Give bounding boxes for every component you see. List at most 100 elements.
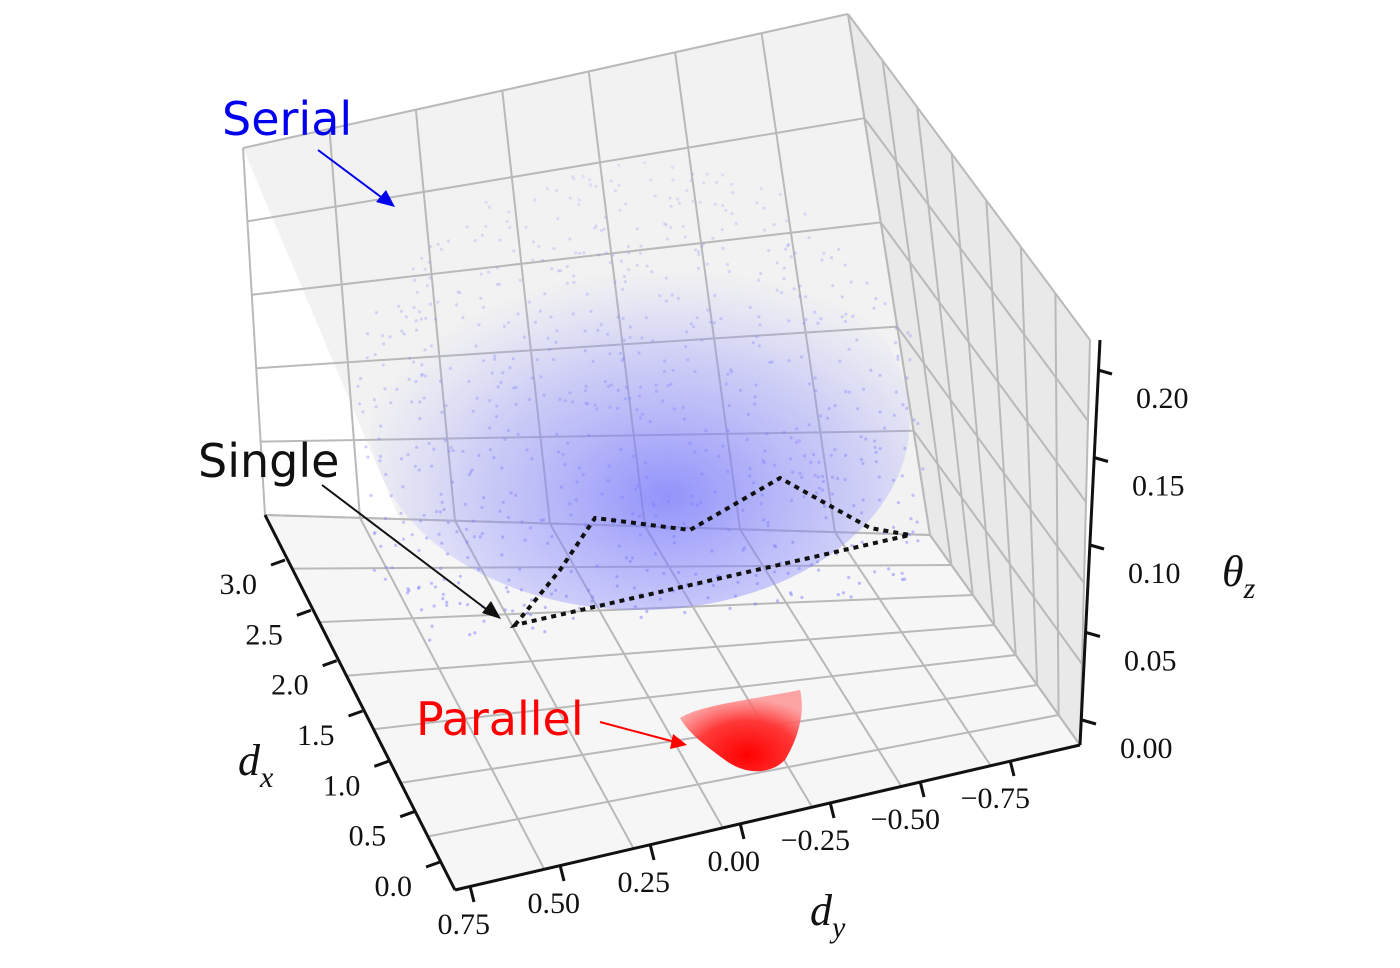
serial-point bbox=[861, 461, 865, 466]
serial-point bbox=[439, 247, 443, 251]
serial-point bbox=[686, 358, 690, 362]
serial-point bbox=[439, 492, 443, 496]
serial-point bbox=[877, 475, 881, 479]
serial-point bbox=[788, 591, 793, 595]
serial-point bbox=[816, 321, 820, 325]
serial-point bbox=[495, 266, 499, 270]
serial-point bbox=[394, 543, 398, 548]
serial-point bbox=[447, 449, 451, 453]
serial-point bbox=[798, 471, 802, 475]
serial-point bbox=[554, 588, 558, 593]
serial-point bbox=[793, 251, 798, 255]
serial-point bbox=[577, 251, 582, 255]
serial-point bbox=[412, 360, 416, 364]
x-tick-label: 0.5 bbox=[349, 820, 387, 853]
serial-point bbox=[761, 458, 765, 463]
x-tick bbox=[322, 659, 338, 668]
serial-point bbox=[791, 540, 795, 544]
serial-point bbox=[908, 334, 912, 338]
serial-point bbox=[617, 544, 621, 548]
serial-point bbox=[759, 502, 763, 506]
floor-grid-line bbox=[346, 624, 995, 677]
serial-point bbox=[524, 225, 528, 229]
serial-point bbox=[361, 410, 365, 414]
serial-point bbox=[537, 244, 541, 248]
serial-point bbox=[487, 270, 491, 274]
serial-point bbox=[506, 515, 511, 520]
serial-point bbox=[571, 400, 575, 404]
serial-point bbox=[643, 461, 648, 465]
serial-point bbox=[775, 288, 779, 292]
side-grid-line bbox=[950, 153, 996, 626]
serial-point bbox=[379, 424, 383, 428]
x-tick-label: 2.5 bbox=[245, 618, 283, 651]
z-tick-label: 0.10 bbox=[1128, 557, 1181, 590]
serial-point bbox=[603, 380, 607, 384]
x-axis-label: dx bbox=[238, 736, 274, 794]
serial-point bbox=[727, 270, 731, 274]
serial-point bbox=[900, 577, 905, 582]
serial-point bbox=[566, 441, 570, 445]
serial-point bbox=[692, 325, 696, 329]
serial-point bbox=[789, 436, 793, 440]
serial-point bbox=[494, 414, 499, 419]
serial-point bbox=[844, 312, 848, 316]
serial-point bbox=[772, 223, 776, 227]
serial-point bbox=[613, 189, 618, 193]
serial-point bbox=[790, 498, 794, 503]
serial-point bbox=[798, 294, 802, 298]
serial-point bbox=[594, 184, 598, 188]
serial-point bbox=[535, 358, 539, 362]
serial-point bbox=[518, 567, 522, 571]
serial-point bbox=[531, 626, 535, 630]
serial-point bbox=[440, 541, 444, 545]
serial-point bbox=[921, 467, 925, 471]
serial-point bbox=[372, 568, 376, 572]
serial-point bbox=[630, 556, 635, 560]
serial-point bbox=[506, 590, 510, 594]
serial-point bbox=[482, 496, 486, 500]
serial-point bbox=[755, 335, 759, 339]
serial-point bbox=[608, 261, 613, 265]
serial-point bbox=[760, 493, 764, 497]
serial-point bbox=[821, 474, 825, 478]
serial-point bbox=[520, 520, 524, 524]
serial-point bbox=[441, 597, 445, 601]
serial-point bbox=[789, 593, 794, 597]
serial-point bbox=[663, 359, 667, 363]
serial-point bbox=[577, 202, 581, 206]
parallel-annotation: Parallel bbox=[416, 692, 584, 746]
serial-point bbox=[681, 406, 685, 410]
serial-point bbox=[373, 353, 377, 357]
serial-point bbox=[804, 295, 808, 299]
serial-point bbox=[419, 317, 423, 321]
serial-point bbox=[427, 260, 431, 264]
serial-point bbox=[407, 377, 411, 381]
serial-point bbox=[620, 496, 624, 500]
serial-point bbox=[778, 192, 782, 197]
x-tick bbox=[425, 860, 441, 869]
serial-point bbox=[514, 493, 518, 497]
serial-point bbox=[359, 377, 363, 381]
serial-point bbox=[754, 383, 758, 387]
serial-point bbox=[530, 457, 534, 461]
serial-point bbox=[792, 287, 796, 291]
serial-point bbox=[499, 380, 503, 384]
serial-point bbox=[413, 464, 417, 468]
serial-point bbox=[695, 316, 699, 320]
serial-point bbox=[628, 335, 632, 340]
serial-point bbox=[472, 535, 476, 539]
serial-point bbox=[584, 384, 588, 388]
serial-point bbox=[432, 604, 436, 608]
serial-point bbox=[878, 373, 882, 377]
serial-point bbox=[905, 540, 909, 544]
serial-point bbox=[741, 508, 745, 512]
serial-point bbox=[574, 498, 578, 502]
serial-point bbox=[661, 399, 665, 403]
serial-point bbox=[507, 321, 511, 325]
serial-point bbox=[503, 437, 507, 441]
serial-point bbox=[677, 570, 681, 575]
serial-point bbox=[410, 400, 414, 404]
serial-point bbox=[762, 460, 766, 465]
